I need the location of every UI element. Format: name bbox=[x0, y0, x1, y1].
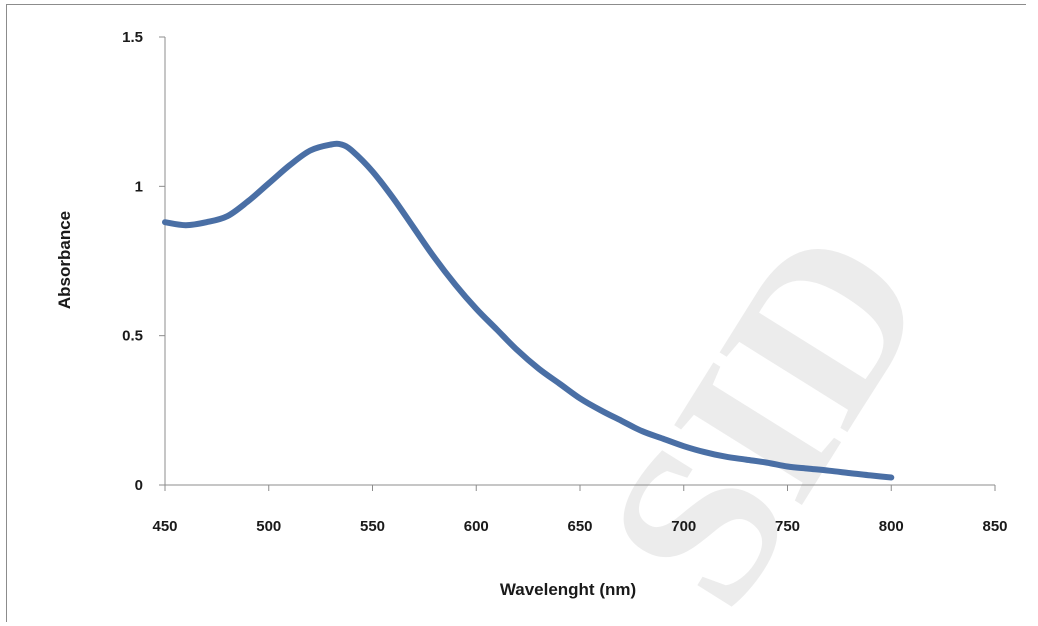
x-tick-label: 800 bbox=[879, 518, 904, 535]
x-tick-label: 650 bbox=[567, 518, 592, 535]
y-axis-title: Absorbance bbox=[55, 211, 74, 309]
x-tick-label: 600 bbox=[464, 518, 489, 535]
axes: 450 500 550 600 650 700 750 800 850 0 0.5 1 1.5 bbox=[122, 29, 1007, 535]
x-tick-label: 850 bbox=[982, 518, 1007, 535]
series-layer bbox=[162, 140, 895, 481]
y-tick-label: 1 bbox=[135, 178, 143, 195]
x-tick-label: 500 bbox=[256, 518, 281, 535]
absorbance-series-line bbox=[162, 140, 895, 481]
x-axis-title: Wavelenght (nm) bbox=[500, 580, 636, 599]
y-tick-label: 1.5 bbox=[122, 29, 143, 46]
x-tick-label: 550 bbox=[360, 518, 385, 535]
y-tick-label: 0.5 bbox=[122, 328, 143, 345]
labels: Wavelenght (nm) Absorbance bbox=[55, 211, 636, 599]
x-tick-label: 700 bbox=[671, 518, 696, 535]
y-tick-label: 0 bbox=[135, 477, 143, 494]
x-tick-label: 450 bbox=[152, 518, 177, 535]
x-tick-label: 750 bbox=[775, 518, 800, 535]
chart-frame bbox=[6, 4, 1026, 622]
